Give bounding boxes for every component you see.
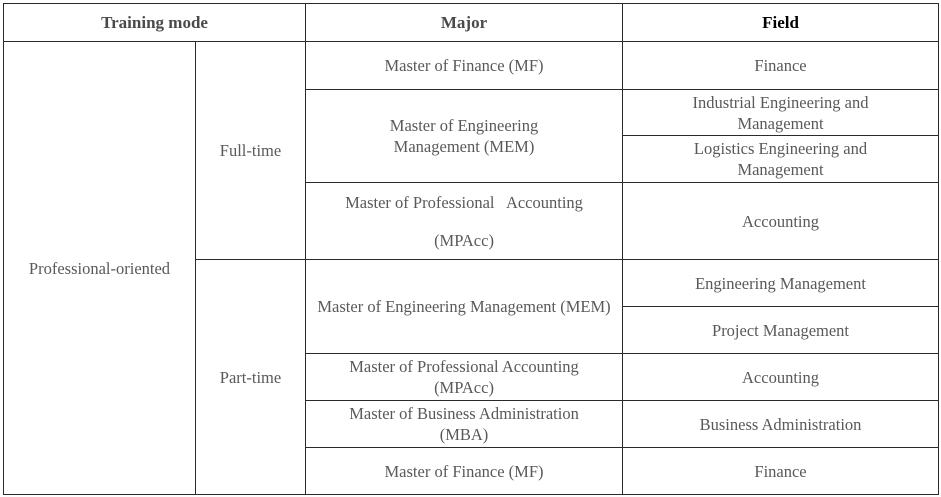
field-cell: Industrial Engineering and Management <box>622 89 940 136</box>
training-mode-table: Training mode Major Field Professional-o… <box>2 3 940 495</box>
major-line: (MPAcc) <box>434 230 494 250</box>
field-cell: Business Administration <box>622 400 940 448</box>
field-cell: Engineering Management <box>622 259 940 307</box>
major-cell: Master of Finance (MF) <box>305 41 624 90</box>
full-time-cell: Full-time <box>194 41 307 260</box>
header-major: Major <box>305 3 624 42</box>
major-cell: Master of Professional Accounting (MPAcc… <box>305 353 624 401</box>
table-row: Professional-oriented Full-time Master o… <box>3 41 940 495</box>
major-cell: Master of Professional Accounting (MPAcc… <box>305 182 624 260</box>
header-row: Training mode Major Field <box>2 3 940 42</box>
part-time-cell: Part-time <box>194 259 307 495</box>
header-training-mode: Training mode <box>2 3 307 42</box>
orientation-cell: Professional-oriented <box>3 41 196 495</box>
header-field: Field <box>622 3 940 42</box>
table-row: Master of Finance (MF) Finance <box>4 447 940 495</box>
table-row: Logistics Engineering and Management <box>4 135 940 183</box>
table-row: Master of Professional Accounting (MPAcc… <box>4 353 940 401</box>
major-cell: Master of Engineering Management (MEM) <box>305 259 624 354</box>
field-cell: Finance <box>622 447 940 495</box>
table-row: Master of Engineering Management (MEM) I… <box>4 89 940 183</box>
field-cell: Accounting <box>622 353 940 401</box>
table-row: Master of Business Administration (MBA) … <box>4 400 940 448</box>
table-row: Master of Professional Accounting (MPAcc… <box>4 182 940 260</box>
major-cell: Master of Engineering Management (MEM) <box>305 89 624 183</box>
major-line: Master of Professional Accounting <box>345 192 583 212</box>
field-cell: Finance <box>622 41 940 90</box>
field-cell: Logistics Engineering and Management <box>622 135 940 183</box>
field-cell: Accounting <box>622 182 940 260</box>
table-row: Part-time Master of Engineering Manageme… <box>4 259 940 495</box>
major-cell: Master of Finance (MF) <box>305 447 624 495</box>
field-cell: Project Management <box>622 306 940 354</box>
major-cell: Master of Business Administration (MBA) <box>305 400 624 448</box>
